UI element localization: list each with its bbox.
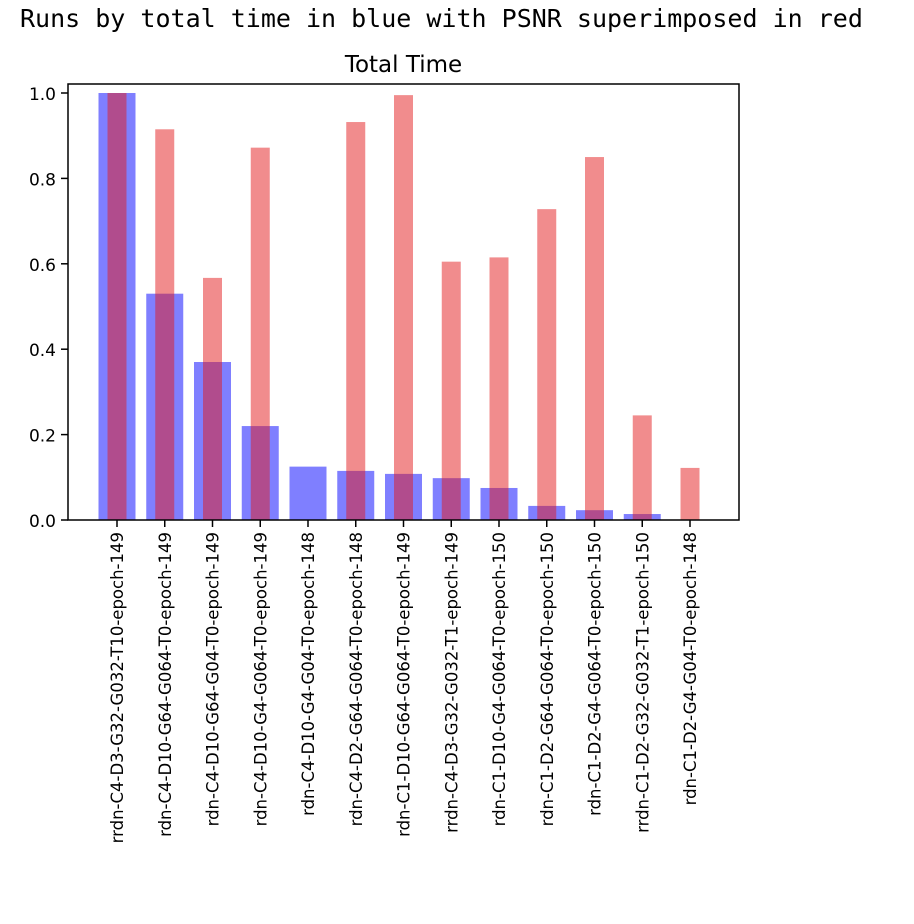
- x-tick-label: rdn-C1-D10-G64-G064-T0-epoch-149: [395, 532, 414, 837]
- x-axis: rrdn-C4-D3-G32-G032-T10-epoch-149 rdn-C4-…: [108, 520, 700, 843]
- psnr-bar: [346, 122, 366, 520]
- bars: [98, 93, 700, 521]
- x-tick-label: rdn-C1-D2-G4-G064-T0-epoch-150: [586, 532, 605, 816]
- x-tick-label: rrdn-C1-D2-G32-G032-T1-epoch-150: [633, 532, 652, 833]
- psnr-bar: [537, 209, 557, 521]
- psnr-bar: [680, 467, 700, 520]
- y-tick-label: 0.6: [29, 256, 56, 276]
- x-tick-label: rdn-C4-D10-G64-G064-T0-epoch-149: [156, 532, 175, 837]
- psnr-bar: [107, 93, 127, 520]
- y-axis: 0.0 0.2 0.4 0.6 0.8 1.0: [29, 85, 68, 532]
- psnr-bar: [632, 415, 652, 520]
- plot-frame: [67, 83, 740, 521]
- psnr-bar: [394, 95, 413, 520]
- x-tick-label: rrdn-C4-D3-G32-G032-T1-epoch-149: [442, 532, 461, 833]
- psnr-bar: [489, 257, 509, 520]
- y-tick-label: 0.4: [29, 341, 56, 361]
- x-tick-label: rdn-C4-D2-G64-G064-T0-epoch-148: [347, 532, 366, 826]
- x-tick-label: rdn-C4-D10-G4-G04-T0-epoch-148: [299, 532, 318, 816]
- chart-title: Total Time: [344, 52, 462, 78]
- y-tick-label: 1.0: [29, 85, 56, 105]
- psnr-bar: [203, 277, 222, 520]
- y-tick-label: 0.0: [29, 512, 56, 532]
- psnr-bar: [441, 261, 461, 520]
- time-bar: [289, 466, 327, 520]
- x-tick-label: rdn-C4-D10-G64-G04-T0-epoch-149: [204, 532, 223, 826]
- psnr-bar: [250, 147, 270, 520]
- y-tick-label: 0.2: [29, 427, 56, 447]
- cell-output-text: Runs by total time in blue with PSNR sup…: [20, 4, 863, 33]
- x-tick-label: rrdn-C4-D3-G32-G032-T10-epoch-149: [108, 532, 127, 843]
- psnr-bar: [585, 157, 604, 521]
- x-tick-label: rdn-C4-D10-G4-G064-T0-epoch-149: [251, 532, 270, 826]
- x-tick-label: rdn-C1-D10-G4-G064-T0-epoch-150: [490, 532, 509, 826]
- x-tick-label: rdn-C1-D2-G4-G04-T0-epoch-148: [681, 532, 700, 805]
- x-tick-label: rdn-C1-D2-G64-G064-T0-epoch-150: [538, 532, 557, 826]
- y-tick-label: 0.8: [29, 170, 56, 190]
- psnr-bar: [155, 129, 175, 521]
